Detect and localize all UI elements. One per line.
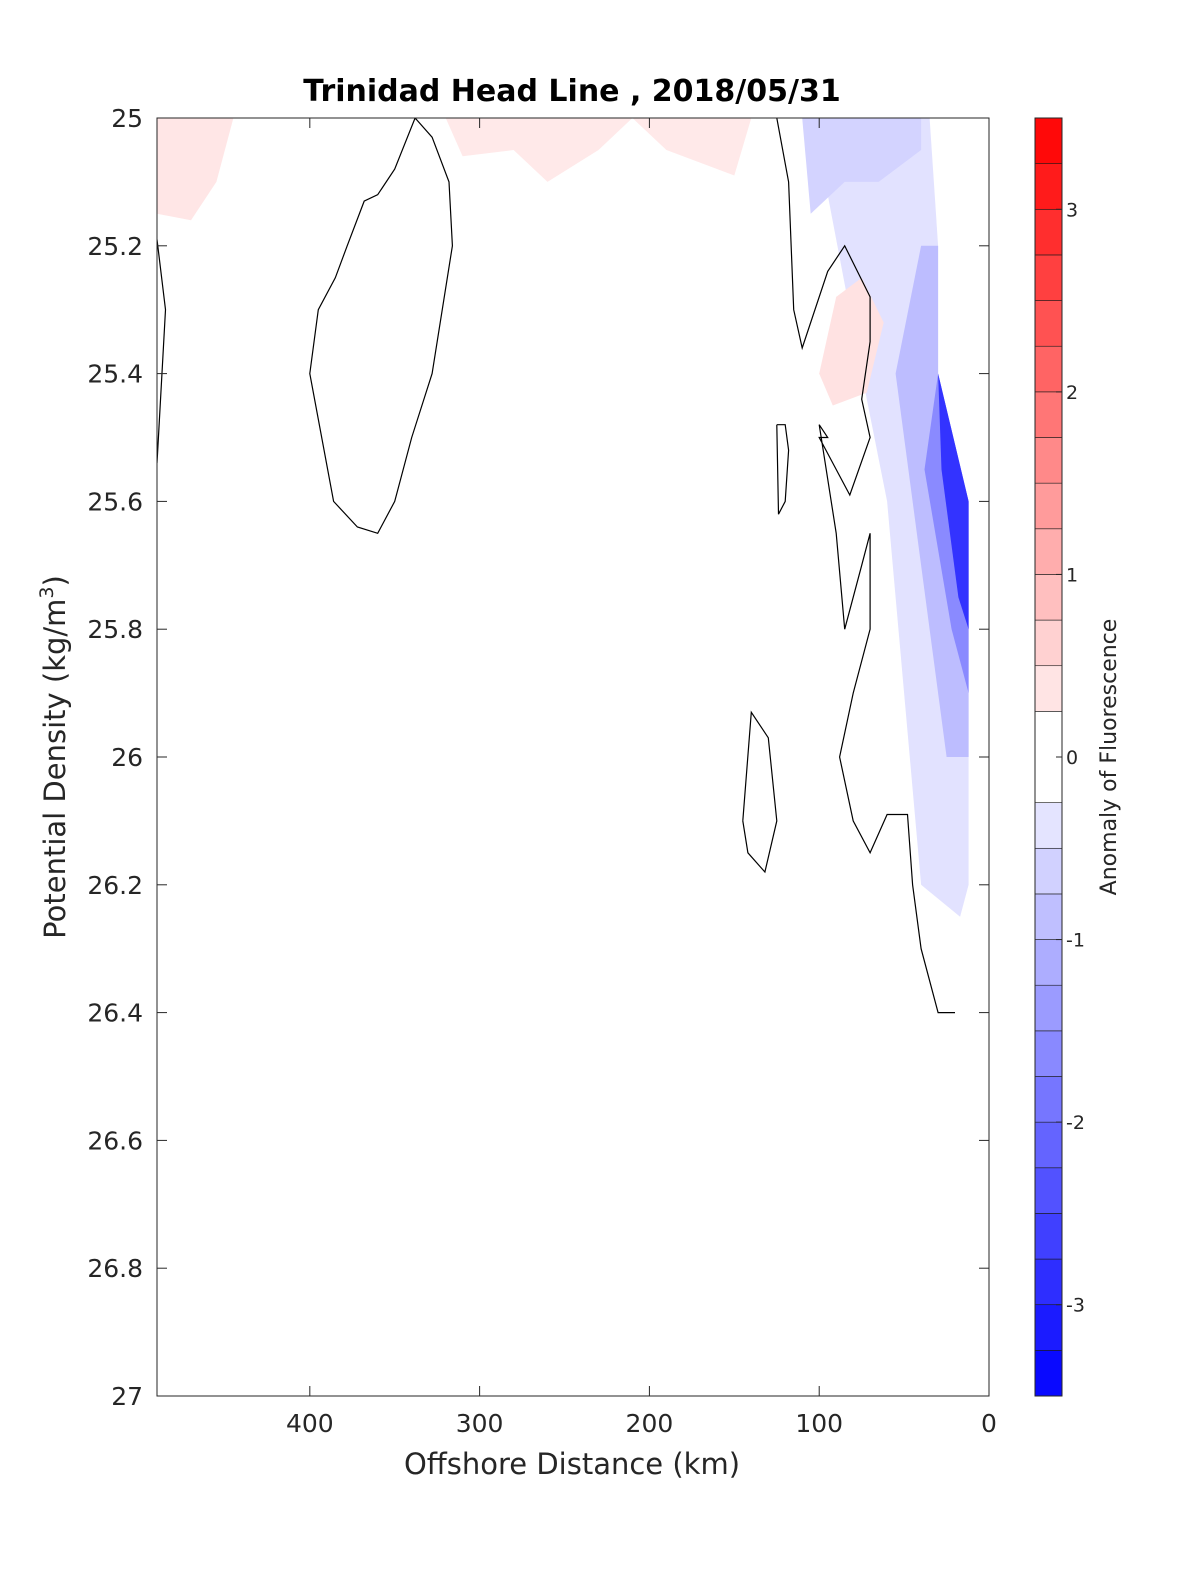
x-tick-label: 0 <box>981 1409 997 1438</box>
colorbar-segment <box>1034 300 1063 347</box>
colorbar-tick-label: 0 <box>1066 747 1078 769</box>
colorbar-segment <box>1034 893 1063 940</box>
y-tick-label: 25.8 <box>87 615 143 644</box>
y-tick-label: 26.2 <box>87 871 143 900</box>
y-tick-label: 27 <box>111 1382 143 1411</box>
colorbar-segment <box>1034 1030 1063 1077</box>
colorbar-segment <box>1034 163 1063 210</box>
colorbar-segment <box>1034 117 1063 164</box>
y-axis-label-suffix: ) <box>38 575 72 586</box>
colorbar-tick-label: -1 <box>1066 930 1085 952</box>
zero-contours <box>157 118 955 1014</box>
region-surface-negative-patch <box>802 118 922 214</box>
y-tick-label: 25 <box>111 104 143 133</box>
colorbar-segment <box>1034 847 1063 895</box>
x-tick-label: 300 <box>456 1409 504 1438</box>
colorbar-tick-label: 2 <box>1066 382 1078 404</box>
colorbar-segment <box>1034 437 1063 484</box>
colorbar-segment <box>1034 1167 1063 1214</box>
y-tick-label: 26.4 <box>87 999 143 1028</box>
x-tick-label: 400 <box>286 1409 334 1438</box>
contour-nearshore-main <box>776 118 955 1014</box>
colorbar-segment <box>1034 984 1063 1032</box>
colorbar-segment <box>1034 1350 1063 1397</box>
y-tick-label: 26.6 <box>87 1126 143 1155</box>
colorbar-segment <box>1034 528 1063 575</box>
colorbar-segment <box>1034 1076 1063 1123</box>
y-axis-label: Potential Density (kg/m3) <box>36 575 72 939</box>
colorbar-tick-label: -2 <box>1066 1112 1085 1134</box>
x-axis-label: Offshore Distance (km) <box>404 1447 740 1481</box>
colorbar-segment <box>1034 802 1063 849</box>
contour-lower-loop <box>742 710 778 874</box>
region-nearshore-negative-core <box>938 373 969 630</box>
chart-title: Trinidad Head Line , 2018/05/31 <box>303 74 840 109</box>
colorbar-segment <box>1034 1304 1063 1351</box>
x-axis: 400 300 200 100 0 <box>286 118 997 1438</box>
colorbar-segment <box>1034 1213 1063 1260</box>
contour-inner-loop <box>776 424 790 515</box>
region-surface-positive-patches <box>445 118 752 182</box>
y-tick-label: 25.4 <box>87 360 143 389</box>
colorbar-segment <box>1034 939 1063 986</box>
colorbar-segment <box>1034 619 1063 667</box>
colorbar-tick-label: 3 <box>1066 199 1078 221</box>
colorbar-segment <box>1034 1258 1063 1306</box>
colorbar-label: Anomaly of Fluorescence <box>1097 619 1122 896</box>
colorbar-segment <box>1034 208 1063 256</box>
y-tick-label: 25.2 <box>87 232 143 261</box>
colorbar-tick-label: 1 <box>1066 564 1078 586</box>
y-axis-label-main: Potential Density (kg/m <box>38 599 72 939</box>
colorbar: -3 -2 -1 0 1 2 3 <box>1034 117 1085 1397</box>
colorbar-segment <box>1034 574 1063 621</box>
y-tick-label: 26 <box>111 743 143 772</box>
region-mid-positive-patch <box>819 277 884 406</box>
x-tick-label: 200 <box>626 1409 674 1438</box>
colorbar-segment <box>1034 254 1063 301</box>
y-axis: 25 25.2 25.4 25.6 25.8 26 26.2 26.4 26.6 26.8 27 <box>87 104 989 1411</box>
contour-offshore-loop <box>309 118 454 535</box>
y-tick-label: 26.8 <box>87 1254 143 1283</box>
x-tick-label: 100 <box>795 1409 843 1438</box>
colorbar-segment <box>1034 391 1063 438</box>
colorbar-segment <box>1034 1121 1063 1169</box>
contour-far-left <box>157 239 167 464</box>
y-axis-label-superscript: 3 <box>36 586 58 598</box>
y-tick-label: 25.6 <box>87 487 143 516</box>
region-nearshore-negative-strong <box>924 373 969 694</box>
region-offshore-positive-patch <box>157 118 234 221</box>
colorbar-tick-label: -3 <box>1066 1295 1085 1317</box>
colorbar-segment <box>1034 482 1063 530</box>
colorbar-segment <box>1034 665 1063 712</box>
colorbar-segment <box>1034 345 1063 393</box>
filled-regions <box>157 118 969 917</box>
